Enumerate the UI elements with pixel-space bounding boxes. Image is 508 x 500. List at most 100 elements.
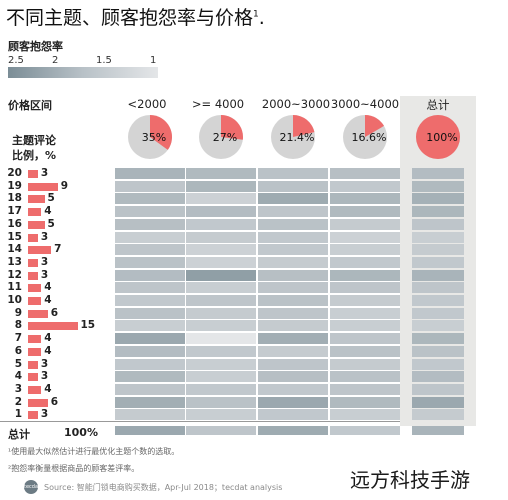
topic-bar-17 bbox=[28, 208, 42, 217]
topic-bar-10 bbox=[28, 297, 42, 305]
topic-bar-2 bbox=[28, 398, 48, 407]
pie-label-2: 21.4% bbox=[280, 131, 315, 144]
topic-bar-5 bbox=[28, 360, 38, 369]
heatmap-cell-t17-c2 bbox=[258, 206, 328, 218]
heatmap-cell-t19-c0 bbox=[115, 180, 185, 192]
heatmap-cell-t9-c4 bbox=[412, 307, 464, 319]
heatmap-cell-t13-c0 bbox=[115, 256, 185, 268]
topic-bar-7 bbox=[28, 335, 42, 344]
topic-share-label-1: 主题评论 bbox=[12, 134, 56, 147]
topic-label-8: 8 bbox=[14, 319, 22, 332]
pie-label-4: 100% bbox=[426, 131, 457, 144]
total-cell-c0 bbox=[115, 426, 185, 435]
topic-value-19: 9 bbox=[60, 179, 68, 192]
topic-label-17: 17 bbox=[7, 205, 22, 218]
topic-label-9: 9 bbox=[14, 306, 22, 319]
topic-label-13: 13 bbox=[7, 255, 22, 268]
topic-value-10: 4 bbox=[44, 294, 52, 306]
heatmap-cell-t20-c2 bbox=[258, 168, 328, 179]
heatmap-cell-t10-c0 bbox=[115, 295, 185, 306]
heatmap-cell-t6-c2 bbox=[258, 345, 328, 357]
column-header-lt2000: <2000 bbox=[127, 97, 167, 111]
topic-value-2: 6 bbox=[50, 395, 59, 408]
legend-tick-1: 2 bbox=[52, 55, 59, 66]
heatmap-cell-t2-c0 bbox=[115, 396, 185, 408]
heatmap-cell-t17-c4 bbox=[412, 206, 464, 218]
heatmap-cell-t9-c2 bbox=[258, 307, 328, 319]
heatmap-cell-t14-c1 bbox=[186, 244, 256, 256]
topic-value-20: 3 bbox=[40, 167, 49, 179]
topic-label-16: 16 bbox=[7, 217, 22, 230]
heatmap-cell-t6-c3 bbox=[330, 345, 400, 357]
heatmap-cell-t18-c4 bbox=[412, 193, 464, 205]
heatmap-cell-t9-c3 bbox=[330, 307, 400, 319]
heatmap-cell-t1-c4 bbox=[412, 409, 464, 421]
heatmap-cell-t20-c4 bbox=[412, 168, 464, 179]
topic-value-4: 3 bbox=[40, 370, 49, 383]
heatmap-cell-t7-c0 bbox=[115, 333, 185, 345]
topic-bar-8 bbox=[28, 322, 78, 331]
heatmap-cell-t13-c2 bbox=[258, 256, 328, 268]
topic-value-7: 4 bbox=[44, 332, 52, 345]
heatmap-cell-t4-c2 bbox=[258, 371, 328, 383]
legend-tick-2: 1.5 bbox=[96, 55, 112, 66]
pie-label-0: 35% bbox=[142, 131, 166, 144]
footnote-2: ²抱怨率衡量根据商品的顾客差评率。 bbox=[8, 464, 140, 473]
heatmap-cell-t20-c0 bbox=[115, 168, 185, 179]
topic-value-9: 6 bbox=[50, 306, 59, 319]
legend-tick-0: 2.5 bbox=[8, 55, 24, 66]
heatmap-cell-t4-c1 bbox=[186, 371, 256, 383]
topic-value-1: 3 bbox=[40, 408, 49, 421]
topic-value-14: 7 bbox=[54, 243, 62, 256]
heatmap-cell-t14-c2 bbox=[258, 244, 328, 256]
topic-label-4: 4 bbox=[14, 370, 22, 383]
heatmap-cell-t11-c4 bbox=[412, 282, 464, 294]
column-header-2000-3000: 2000~3000 bbox=[261, 97, 331, 111]
pie-slice-3 bbox=[365, 115, 385, 137]
heatmap-cell-t8-c1 bbox=[186, 320, 256, 332]
heatmap-cell-t4-c3 bbox=[330, 371, 400, 383]
heatmap-cell-t3-c3 bbox=[330, 383, 400, 395]
heatmap-cell-t7-c1 bbox=[186, 333, 256, 345]
heatmap-cell-t12-c0 bbox=[115, 269, 185, 281]
topic-bar-6 bbox=[28, 347, 42, 356]
heatmap-cell-t6-c1 bbox=[186, 345, 256, 357]
heatmap-cell-t20-c3 bbox=[330, 168, 400, 179]
heatmap-cell-t15-c0 bbox=[115, 231, 185, 243]
heatmap-cell-t3-c2 bbox=[258, 383, 328, 395]
pie-0: 35% bbox=[128, 115, 172, 159]
heatmap-cell-t18-c2 bbox=[258, 193, 328, 205]
heatmap-cell-t11-c0 bbox=[115, 282, 185, 294]
heatmap-cell-t8-c2 bbox=[258, 320, 328, 332]
title-footnote-marker: 1 bbox=[253, 9, 259, 20]
topic-bar-20 bbox=[28, 170, 38, 178]
topic-label-19: 19 bbox=[7, 179, 22, 192]
heatmap-cell-t19-c1 bbox=[186, 180, 256, 192]
topic-label-18: 18 bbox=[7, 192, 22, 205]
topic-label-5: 5 bbox=[14, 357, 22, 370]
total-cell-c4 bbox=[412, 426, 464, 435]
watermark-text: 远方科技手游 bbox=[350, 468, 470, 492]
heatmap-cell-t13-c1 bbox=[186, 256, 256, 268]
heatmap-cell-t9-c0 bbox=[115, 307, 185, 319]
chart-title-text: 不同主题、顾客抱怨率与价格 bbox=[6, 7, 254, 29]
heatmap-cell-t11-c1 bbox=[186, 282, 256, 294]
topic-label-2: 2 bbox=[14, 395, 22, 408]
footnote-1: ¹使用最大似然估计进行最优化主题个数的选取。 bbox=[8, 447, 180, 456]
heatmap-cell-t12-c1 bbox=[186, 269, 256, 281]
heatmap-cell-t1-c3 bbox=[330, 409, 400, 421]
topic-value-8: 15 bbox=[80, 319, 96, 332]
heatmap-cell-t3-c4 bbox=[412, 383, 464, 395]
source-note: Source: 智能门锁电商购买数据，Apr-Jul 2018；tecdat a… bbox=[44, 483, 283, 492]
price-range-label: 价格区间 bbox=[8, 99, 52, 112]
pie-2: 21.4% bbox=[271, 115, 315, 159]
topic-bar-16 bbox=[28, 220, 45, 229]
topic-label-10: 10 bbox=[7, 294, 22, 306]
heatmap-cell-t18-c1 bbox=[186, 193, 256, 205]
heatmap-cell-t7-c2 bbox=[258, 333, 328, 345]
heatmap-cell-t1-c2 bbox=[258, 409, 328, 421]
heatmap-cell-t17-c0 bbox=[115, 206, 185, 218]
heatmap-cell-t1-c1 bbox=[186, 409, 256, 421]
topic-bar-3 bbox=[28, 385, 42, 394]
topic-label-1: 1 bbox=[14, 408, 22, 421]
